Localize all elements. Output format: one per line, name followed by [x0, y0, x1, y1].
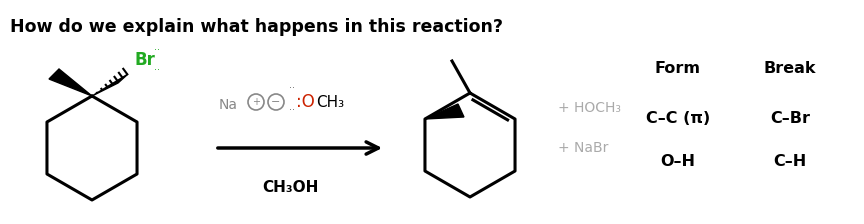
Text: + NaBr: + NaBr	[558, 141, 608, 155]
Text: Break: Break	[764, 60, 816, 75]
Text: CH₃: CH₃	[316, 95, 344, 110]
Text: C–C (π): C–C (π)	[646, 110, 710, 125]
Text: ··: ··	[289, 105, 295, 115]
Text: C–Br: C–Br	[770, 110, 810, 125]
Text: ··: ··	[154, 65, 160, 75]
Polygon shape	[425, 104, 464, 119]
Text: Na: Na	[219, 98, 238, 112]
Text: −: −	[271, 97, 281, 107]
Text: Form: Form	[655, 60, 701, 75]
Text: O–H: O–H	[660, 155, 696, 170]
Text: C–H: C–H	[773, 155, 807, 170]
Text: ··: ··	[154, 45, 160, 55]
Text: + HOCH₃: + HOCH₃	[558, 101, 621, 115]
Text: How do we explain what happens in this reaction?: How do we explain what happens in this r…	[10, 18, 503, 36]
Polygon shape	[92, 74, 128, 96]
Text: CH₃OH: CH₃OH	[262, 181, 318, 196]
Text: :O: :O	[296, 93, 314, 111]
Text: Br: Br	[134, 51, 155, 69]
Polygon shape	[49, 69, 92, 96]
Text: ··: ··	[289, 83, 295, 93]
Text: +: +	[252, 97, 260, 107]
